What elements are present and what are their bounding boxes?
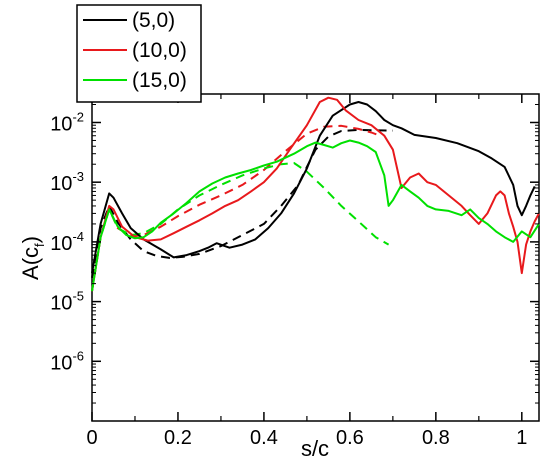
x-tick-label: 1 (516, 427, 527, 449)
x-tick-label: 0.4 (250, 427, 278, 449)
x-tick-label: 0.8 (422, 427, 450, 449)
plot-frame (91, 93, 540, 422)
y-axis-label: A(cf) (18, 236, 47, 280)
y-tick-label: 10-3 (50, 169, 84, 195)
legend-label: (5,0) (132, 9, 175, 32)
x-tick-label: 0.6 (336, 427, 364, 449)
series-line (91, 101, 536, 274)
legend: (5,0) (10,0) (15,0) (76, 4, 202, 103)
series-line (91, 96, 540, 292)
y-tick-label: 10-6 (50, 348, 84, 374)
series-line-dashed (91, 128, 393, 278)
legend-label: (10,0) (132, 39, 187, 62)
y-tick-label: 10-2 (50, 109, 84, 135)
legend-box (76, 4, 202, 103)
series-line-dashed (91, 162, 390, 292)
x-tick-label: 0 (86, 427, 97, 449)
x-axis-label: s/c (301, 436, 329, 461)
legend-label: (15,0) (132, 69, 187, 92)
series-line (91, 139, 540, 292)
y-tick-label: 10-5 (50, 289, 84, 315)
series-layer (91, 96, 540, 292)
x-tick-label: 0.2 (164, 427, 192, 449)
y-tick-label: 10-4 (50, 229, 84, 255)
series-line-dashed (91, 124, 381, 292)
